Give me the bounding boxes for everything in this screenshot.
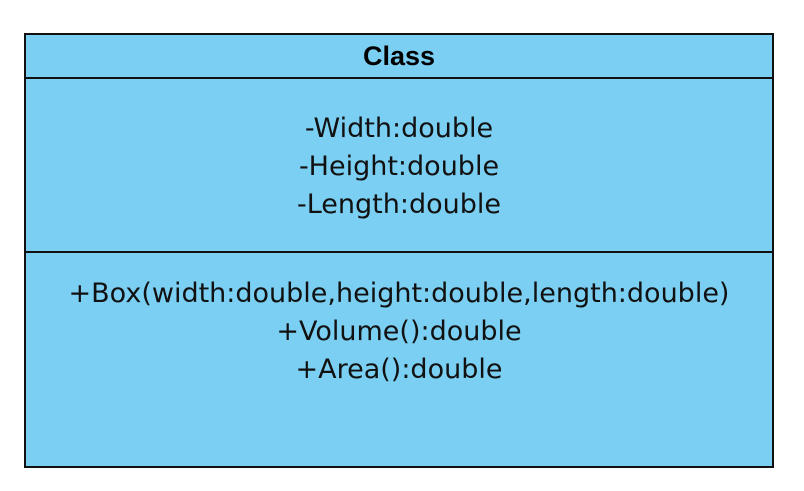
attribute-width: -Width:double bbox=[304, 113, 494, 144]
class-header: Class bbox=[26, 35, 772, 79]
methods-list: +Box(width:double,height:double,length:d… bbox=[26, 275, 772, 389]
method-area: +Area():double bbox=[295, 354, 503, 385]
methods-section: +Box(width:double,height:double,length:d… bbox=[26, 253, 772, 466]
method-box-constructor: +Box(width:double,height:double,length:d… bbox=[68, 278, 730, 309]
attributes-section: -Width:double -Height:double -Length:dou… bbox=[26, 79, 772, 253]
attributes-list: -Width:double -Height:double -Length:dou… bbox=[26, 110, 772, 224]
uml-class-box: Class -Width:double -Height:double -Leng… bbox=[24, 33, 774, 468]
attribute-height: -Height:double bbox=[298, 151, 500, 182]
class-name: Class bbox=[362, 40, 436, 71]
method-volume: +Volume():double bbox=[276, 316, 522, 347]
attribute-length: -Length:double bbox=[297, 189, 501, 220]
